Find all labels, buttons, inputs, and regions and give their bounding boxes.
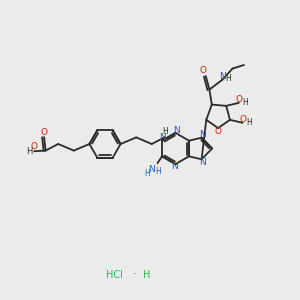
Text: O: O	[240, 115, 247, 124]
Text: H: H	[155, 167, 161, 176]
Text: H: H	[242, 98, 248, 107]
Text: N: N	[219, 72, 226, 81]
Text: O: O	[30, 142, 37, 152]
Text: ·: ·	[133, 268, 137, 281]
Text: N: N	[171, 162, 178, 171]
Text: O: O	[214, 127, 222, 136]
Text: N: N	[173, 126, 180, 135]
Text: H: H	[225, 74, 231, 83]
Text: N: N	[160, 133, 166, 142]
Text: N: N	[148, 165, 155, 174]
Text: N: N	[200, 158, 206, 167]
Text: N: N	[200, 130, 206, 139]
Text: H: H	[26, 147, 32, 156]
Text: HCl: HCl	[106, 269, 122, 280]
Text: H: H	[145, 169, 151, 178]
Text: H: H	[246, 118, 252, 127]
Text: O: O	[199, 67, 206, 76]
Text: H: H	[143, 269, 151, 280]
Text: O: O	[40, 128, 47, 137]
Text: H: H	[162, 128, 168, 136]
Text: O: O	[236, 95, 243, 104]
